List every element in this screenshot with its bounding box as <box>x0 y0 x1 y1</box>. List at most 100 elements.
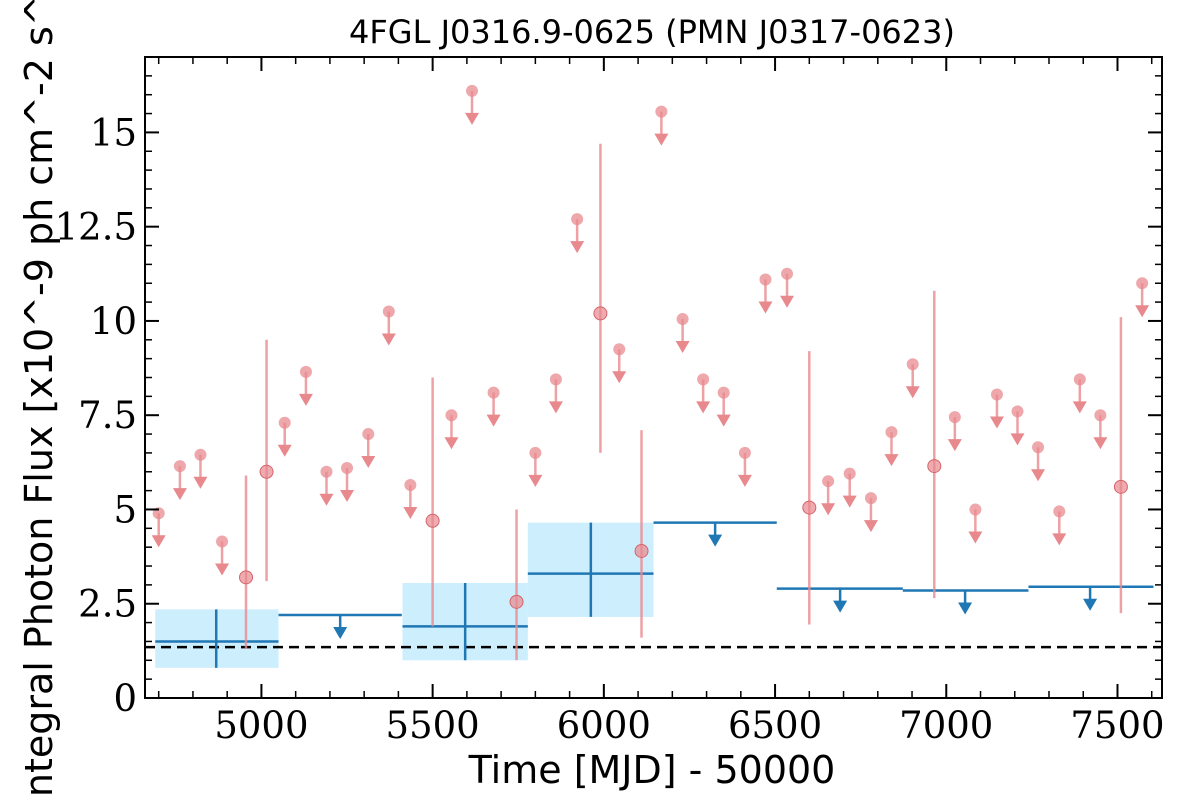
short-bin-upper-limit-arrow <box>151 535 166 548</box>
x-tick-label: 5500 <box>386 704 480 747</box>
short-bin-point <box>509 594 524 609</box>
x-tick-label: 7000 <box>899 704 993 747</box>
short-bin-upper-limit-marker <box>906 358 919 371</box>
short-bin-upper-limit-marker <box>781 267 794 280</box>
long-bin-upper-limit-arrow <box>708 534 723 547</box>
short-bin-upper-limit-marker <box>655 105 668 118</box>
short-bin-upper-limit-arrow <box>821 503 836 516</box>
short-bin-upper-limit-arrow <box>1072 401 1087 414</box>
short-bin-upper-limit-marker <box>216 535 229 548</box>
short-bin-series <box>151 84 1150 661</box>
short-bin-upper-limit-arrow <box>989 416 1004 429</box>
short-bin-upper-limit-marker <box>613 343 626 356</box>
short-bin-upper-limit-marker <box>822 475 835 488</box>
short-bin-point <box>593 306 608 321</box>
short-bin-upper-limit-marker <box>341 461 354 474</box>
short-bin-upper-limit-arrow <box>486 414 501 427</box>
x-axis-ticks: 5000 5500 6000 6500 7000 7500 <box>157 57 1165 747</box>
short-bin-upper-limit-marker <box>1032 441 1045 454</box>
short-bin-upper-limit-marker <box>990 388 1003 401</box>
short-bin-point <box>927 459 942 474</box>
short-bin-upper-limit-marker <box>885 426 898 439</box>
short-bin-upper-limit-arrow <box>361 456 376 469</box>
short-bin-upper-limit-arrow <box>968 531 983 544</box>
short-bin-upper-limit-arrow <box>696 401 711 414</box>
short-bin-upper-limit-marker <box>864 492 877 505</box>
short-bin-upper-limit-marker <box>487 386 500 399</box>
short-bin-upper-limit-marker <box>404 478 417 491</box>
y-tick-label: 7.5 <box>78 394 137 437</box>
y-tick-label: 0 <box>113 677 137 720</box>
short-bin-upper-limit-arrow <box>842 495 857 508</box>
short-bin-upper-limit-marker <box>969 503 982 516</box>
x-tick-label: 5000 <box>214 704 308 747</box>
short-bin-upper-limit-marker <box>362 428 375 441</box>
y-tick-label: 5 <box>113 488 137 531</box>
short-bin-upper-limit-marker <box>1073 373 1086 386</box>
short-bin-upper-limit-marker <box>173 460 186 473</box>
short-bin-upper-limit-arrow <box>716 414 731 427</box>
short-bin-upper-limit-arrow <box>737 474 752 487</box>
short-bin-upper-limit-arrow <box>548 401 563 414</box>
short-bin-upper-limit-arrow <box>193 476 208 489</box>
short-bin-upper-limit-marker <box>843 467 856 480</box>
y-tick-label: 15 <box>90 111 137 154</box>
short-bin-upper-limit-arrow <box>403 506 418 519</box>
short-bin-upper-limit-arrow <box>758 301 773 314</box>
short-bin-upper-limit-arrow <box>675 341 690 354</box>
y-tick-label: 12.5 <box>55 206 137 249</box>
short-bin-upper-limit-marker <box>759 273 772 286</box>
short-bin-upper-limit-arrow <box>1010 433 1025 446</box>
short-bin-upper-limit-arrow <box>298 393 313 406</box>
short-bin-upper-limit-marker <box>1053 505 1066 518</box>
long-bin-upper-limit-arrow <box>833 600 848 613</box>
short-bin-upper-limit-marker <box>466 84 479 97</box>
short-bin-upper-limit-arrow <box>528 474 543 487</box>
short-bin-upper-limit-marker <box>299 365 312 378</box>
long-bin-upper-limit-arrow <box>333 627 348 640</box>
short-bin-upper-limit-marker <box>1094 409 1107 422</box>
short-bin-upper-limit-arrow <box>780 295 795 308</box>
short-bin-upper-limit-arrow <box>654 133 669 146</box>
long-bin-upper-limit-arrow <box>958 602 973 615</box>
short-bin-upper-limit-marker <box>445 409 458 422</box>
short-bin-upper-limit-marker <box>697 373 710 386</box>
short-bin-upper-limit-arrow <box>172 488 187 501</box>
short-bin-upper-limit-arrow <box>319 493 334 506</box>
short-bin-upper-limit-arrow <box>612 371 627 384</box>
short-bin-upper-limit-arrow <box>1031 469 1046 482</box>
short-bin-point <box>634 543 649 558</box>
long-bin-upper-limit-arrow <box>1083 598 1098 611</box>
short-bin-upper-limit-arrow <box>570 241 585 254</box>
short-bin-point <box>425 513 440 528</box>
short-bin-upper-limit-arrow <box>1135 305 1150 318</box>
short-bin-upper-limit-arrow <box>905 386 920 399</box>
short-bin-upper-limit-marker <box>717 386 730 399</box>
short-bin-upper-limit-marker <box>1011 405 1024 418</box>
short-bin-upper-limit-arrow <box>1093 437 1108 450</box>
short-bin-upper-limit-marker <box>1136 277 1149 290</box>
short-bin-upper-limit-arrow <box>884 454 899 467</box>
short-bin-point <box>1113 479 1128 494</box>
short-bin-upper-limit-arrow <box>465 112 480 125</box>
short-bin-upper-limit-marker <box>382 305 395 318</box>
short-bin-upper-limit-marker <box>948 411 961 424</box>
chart-title: 4FGL J0316.9-0625 (PMN J0317-0623) <box>349 13 955 51</box>
x-tick-label: 6000 <box>557 704 651 747</box>
short-bin-upper-limit-arrow <box>340 489 355 502</box>
short-bin-upper-limit-marker <box>571 213 584 226</box>
short-bin-upper-limit-arrow <box>863 520 878 533</box>
short-bin-upper-limit-marker <box>320 465 333 478</box>
short-bin-upper-limit-arrow <box>215 563 230 576</box>
short-bin-point <box>239 570 254 585</box>
short-bin-upper-limit-arrow <box>947 439 962 452</box>
short-bin-upper-limit-marker <box>738 446 751 459</box>
y-tick-label: 2.5 <box>78 583 137 626</box>
short-bin-upper-limit-arrow <box>381 333 396 346</box>
short-bin-upper-limit-arrow <box>444 437 459 450</box>
y-axis-ticks: 0 2.5 5 7.5 10 12.5 15 <box>55 75 1162 720</box>
short-bin-upper-limit-marker <box>676 313 689 326</box>
short-bin-point <box>259 464 274 479</box>
short-bin-upper-limit-marker <box>278 416 291 429</box>
